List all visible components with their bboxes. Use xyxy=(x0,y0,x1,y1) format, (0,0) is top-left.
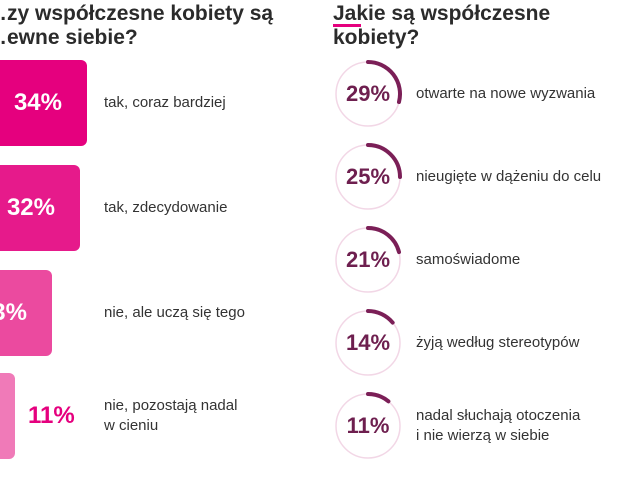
ring: 29% xyxy=(334,60,402,128)
right-title-line-1: Jakie są współczesne xyxy=(333,2,551,25)
ring-graphic xyxy=(335,60,402,127)
left-chart-title: …zy współczesne kobiety są …ewne siebie? xyxy=(0,2,273,50)
bar-category-label-line: w cieniu xyxy=(104,417,159,434)
ring: 14% xyxy=(334,309,402,377)
ring-category-label-line: nadal słuchają otoczenia xyxy=(416,407,581,424)
ring-category-label: żyją według stereotypów xyxy=(416,333,579,353)
bar-category-label-line: nie, ale uczą się tego xyxy=(104,304,245,321)
left-title-line-1: …zy współczesne kobiety są xyxy=(0,2,274,25)
ring-category-label: nadal słuchają otoczenia i nie wierzą w s… xyxy=(416,406,580,446)
right-title-line-2: kobiety? xyxy=(333,26,420,49)
ring-arc xyxy=(366,226,401,255)
ring: 11% xyxy=(334,392,402,460)
ring-value-label: 29% xyxy=(345,81,391,106)
bar-category-label: nie, ale uczą się tego xyxy=(104,303,245,323)
ring-arc xyxy=(366,143,402,179)
bar xyxy=(0,270,52,356)
ring-value-label: 11% xyxy=(346,413,390,438)
ring-category-label-line: żyją według stereotypów xyxy=(416,334,580,351)
ring: 21% xyxy=(334,226,402,294)
bar-value-label: 32% xyxy=(6,194,55,221)
bar xyxy=(0,373,15,459)
title-underline xyxy=(333,24,361,27)
ring-arc xyxy=(366,309,395,325)
bar-value-label: 11% xyxy=(28,402,75,429)
bar xyxy=(0,60,87,146)
bar-category-label-line: tak, zdecydowanie xyxy=(104,199,228,216)
ring-category-label: otwarte na nowe wyzwania xyxy=(416,84,595,104)
ring: 25% xyxy=(334,143,402,211)
bar-value-label: 23% xyxy=(0,299,27,326)
left-title-line-2: …ewne siebie? xyxy=(0,26,138,49)
bar-category-label-line: tak, coraz bardziej xyxy=(104,94,226,111)
ring-value-label: 14% xyxy=(345,330,391,355)
bar-category-label: nie, pozostają nadal w cieniu xyxy=(104,396,237,436)
bar-category-label: tak, zdecydowanie xyxy=(104,198,227,218)
ring-category-label-line: nieugięte w dążeniu do celu xyxy=(416,168,602,185)
ring-arc xyxy=(366,60,402,104)
ring-graphic xyxy=(335,392,401,459)
ring-category-label: nieugięte w dążeniu do celu xyxy=(416,167,601,187)
ring-category-label-line: otwarte na nowe wyzwania xyxy=(416,85,596,102)
ring-value-label: 21% xyxy=(345,247,391,272)
ring-category-label: samoświadome xyxy=(416,250,520,270)
ring-category-label-line: i nie wierzą w siebie xyxy=(416,427,550,444)
bar-value-label: 34% xyxy=(13,89,62,116)
ring-graphic xyxy=(335,309,401,376)
bar xyxy=(0,165,80,251)
ring-value-label: 25% xyxy=(345,164,391,189)
bar-category-label: tak, coraz bardziej xyxy=(104,93,226,113)
ring-graphic xyxy=(335,226,401,293)
right-chart-title: Jakie są współczesne kobiety? xyxy=(333,2,550,50)
ring-category-label-line: samoświadome xyxy=(416,251,521,268)
bar-category-label-line: nie, pozostają nadal xyxy=(104,397,238,414)
ring-arc xyxy=(366,392,391,404)
ring-graphic xyxy=(335,143,402,210)
